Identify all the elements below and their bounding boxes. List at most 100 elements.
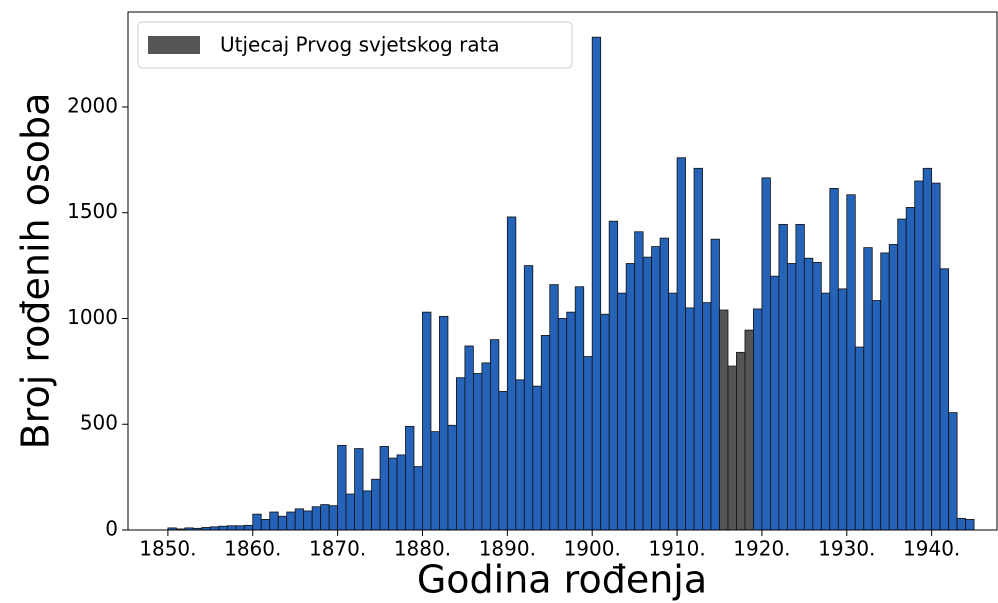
bar [939, 268, 950, 531]
bar [931, 182, 941, 531]
bar [634, 231, 644, 531]
bar [379, 446, 389, 531]
bar [854, 346, 865, 531]
y-tick-label: 1000 [67, 305, 118, 329]
bar [515, 379, 525, 531]
bar [566, 311, 576, 531]
bar [235, 525, 245, 531]
bar [456, 377, 466, 531]
bar [702, 302, 712, 531]
bar [829, 188, 839, 531]
bar [863, 247, 873, 531]
y-tick-label: 0 [105, 517, 118, 541]
bar [676, 157, 686, 531]
bar [413, 466, 423, 531]
bar [362, 490, 372, 531]
bar [753, 308, 763, 531]
bar [243, 524, 254, 531]
bar [532, 385, 542, 531]
bar [396, 454, 406, 531]
x-tick-label: 1890. [479, 537, 536, 561]
bar [269, 511, 279, 531]
bar [439, 315, 449, 531]
x-tick-label: 1930. [818, 537, 875, 561]
x-tick-label: 1920. [733, 537, 790, 561]
legend-swatch [148, 36, 200, 54]
bar [260, 519, 271, 531]
x-tick-label: 1940. [903, 537, 960, 561]
bar [523, 265, 534, 531]
bar [812, 262, 822, 531]
bar [286, 511, 296, 531]
bar [736, 351, 746, 531]
bar [719, 309, 729, 531]
bar [786, 263, 797, 531]
bar [591, 36, 602, 531]
bar [252, 513, 262, 531]
bar [472, 373, 483, 531]
bar [506, 216, 517, 531]
bar [422, 311, 432, 531]
bar [651, 246, 661, 531]
bar [761, 177, 771, 531]
bar [668, 292, 678, 531]
y-axis-label: Broj rođenih osoba [14, 93, 58, 450]
bar [914, 180, 924, 531]
bar [837, 288, 848, 531]
bar [481, 362, 491, 531]
bar [320, 504, 330, 531]
bar [430, 431, 440, 531]
x-axis-label: Godina rođenja [417, 558, 707, 602]
bar [294, 508, 305, 531]
bar [498, 391, 508, 531]
bar [642, 256, 653, 531]
bar [820, 292, 831, 531]
bar [226, 525, 237, 531]
legend-box [137, 21, 573, 69]
bar [922, 167, 933, 531]
bar [778, 223, 788, 531]
bar [846, 194, 856, 531]
bar [803, 257, 814, 531]
bar [311, 506, 322, 531]
bar [710, 238, 720, 531]
bar [447, 424, 457, 531]
bar [354, 448, 364, 531]
bar [303, 510, 313, 531]
bar [600, 313, 610, 531]
bar [371, 478, 381, 531]
bar [617, 292, 627, 531]
bar [489, 339, 500, 531]
bar [345, 493, 355, 531]
bar [464, 345, 474, 531]
y-tick-label: 2000 [67, 93, 118, 117]
bar [328, 505, 339, 531]
bar [905, 207, 916, 531]
bar [685, 307, 695, 531]
x-tick-label: 1880. [394, 537, 451, 561]
bar [574, 286, 585, 531]
bar [540, 335, 551, 531]
bar [608, 220, 619, 531]
bar [583, 356, 593, 531]
bar [727, 365, 737, 531]
bar [625, 263, 636, 531]
x-tick-label: 1860. [224, 537, 281, 561]
bar [770, 275, 780, 531]
x-tick-label: 1900. [564, 537, 621, 561]
y-tick-label: 500 [80, 411, 118, 435]
bar [744, 329, 754, 531]
bar [948, 412, 958, 531]
bar [871, 300, 882, 531]
bar [549, 284, 559, 531]
x-tick-label: 1850. [139, 537, 196, 561]
bar [693, 167, 703, 531]
bar [956, 517, 967, 531]
bar [897, 218, 907, 531]
bar [557, 318, 568, 531]
bar [405, 425, 415, 531]
bar [218, 525, 228, 531]
plot-frame [127, 11, 998, 531]
x-tick-label: 1910. [648, 537, 705, 561]
bar [795, 223, 805, 531]
